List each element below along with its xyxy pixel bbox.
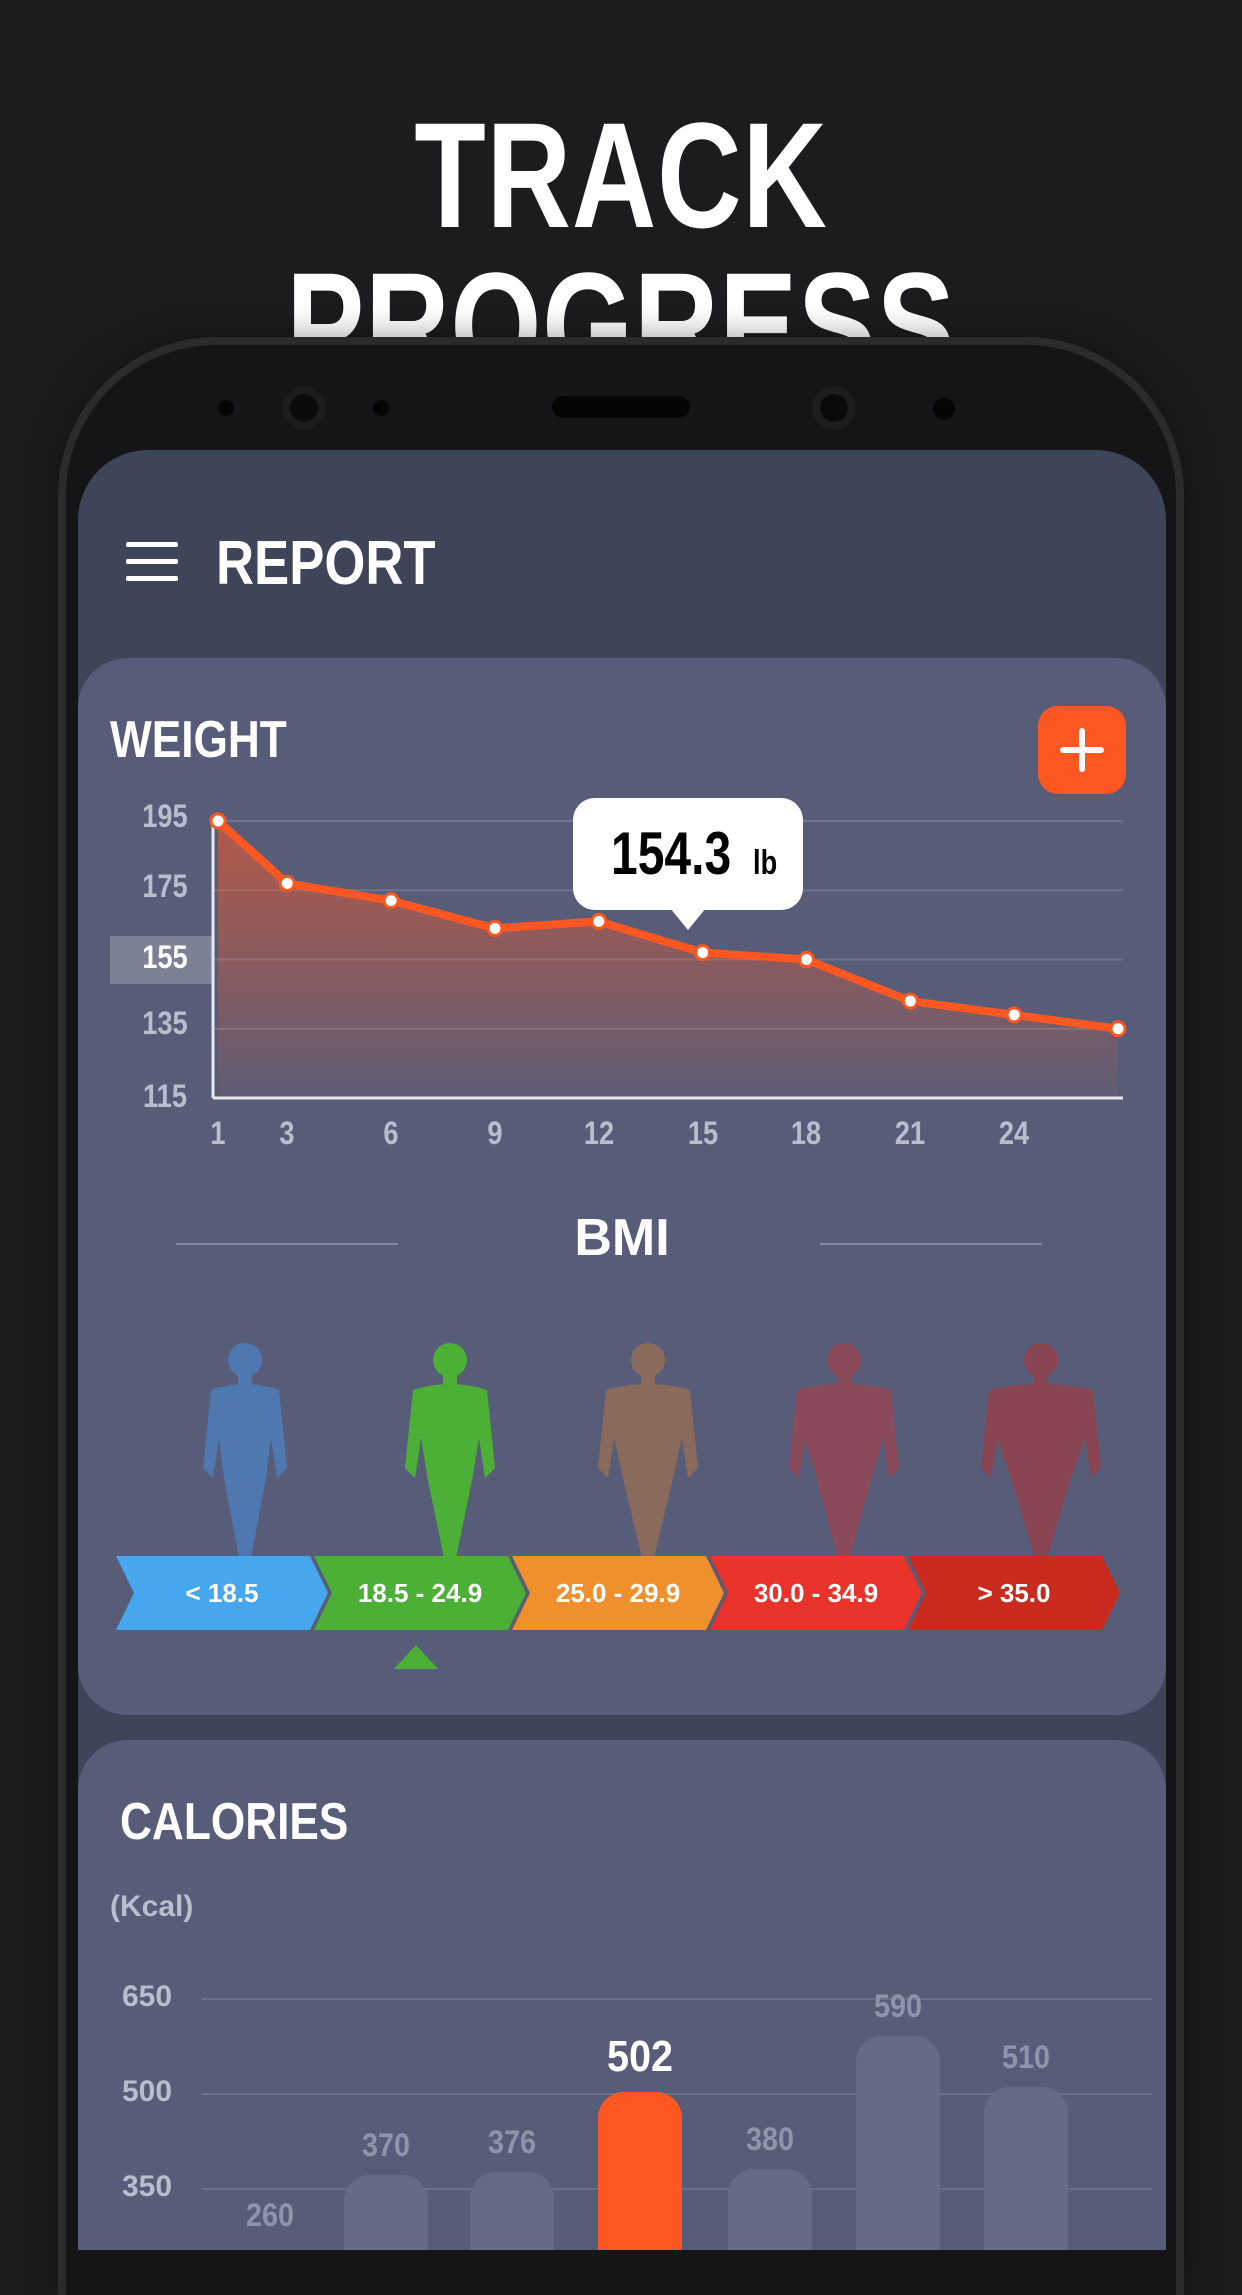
bmi-range-band[interactable]: 30.0 - 34.9: [710, 1556, 922, 1630]
y-tick: 135: [142, 1005, 188, 1041]
menu-icon[interactable]: [126, 542, 178, 582]
calories-bar[interactable]: [344, 2175, 428, 2250]
calories-card: CALORIES (Kcal) 650 500 350 260 370 376 502…: [78, 1740, 1166, 2250]
calories-bar-value: 376: [487, 2123, 537, 2160]
calories-bar-value: 510: [1001, 2038, 1051, 2075]
calories-bar[interactable]: [470, 2171, 554, 2250]
weight-data-point: [590, 912, 608, 930]
add-weight-button[interactable]: [1038, 706, 1126, 794]
weight-data-point: [209, 812, 227, 830]
x-tick: 3: [279, 1115, 295, 1151]
phone-speaker: [552, 396, 690, 418]
weight-data-point: [382, 892, 400, 910]
calories-bar[interactable]: [728, 2169, 812, 2250]
y-tick: 650: [122, 1980, 173, 2013]
bmi-selected-marker: [394, 1645, 438, 1669]
weight-data-point: [797, 951, 815, 968]
calories-bar[interactable]: [984, 2086, 1068, 2250]
x-tick: 18: [791, 1115, 822, 1151]
weight-line: [215, 818, 1119, 1033]
weight-data-point: [901, 992, 919, 1010]
weight-title: WEIGHT: [110, 711, 287, 769]
bmi-range-label: 25.0 - 29.9: [555, 1578, 681, 1608]
weight-data-point: [1109, 1020, 1127, 1038]
weight-tooltip: 154.3 lb: [573, 798, 803, 930]
calories-bar[interactable]: [598, 2091, 682, 2250]
calories-unit: (Kcal): [110, 1890, 194, 1923]
bmi-range-band[interactable]: 25.0 - 29.9: [512, 1556, 724, 1630]
grid-line: [202, 2093, 1152, 2095]
app-screen: REPORT WEIGHT 195 175 155 135 115: [78, 450, 1166, 2250]
bmi-range-band[interactable]: > 35.0: [908, 1556, 1120, 1630]
bmi-range-label: > 35.0: [977, 1578, 1051, 1608]
grid-line: [202, 1998, 1152, 2000]
phone-camera-icon: [812, 386, 856, 430]
body-silhouette-icon: [198, 1338, 292, 1563]
body-silhouette-icon: [784, 1338, 904, 1563]
bmi-range-label: < 18.5: [185, 1578, 259, 1608]
y-tick: 195: [142, 798, 188, 834]
active-y-tick-highlight: [110, 936, 212, 984]
x-tick: 12: [583, 1115, 614, 1151]
divider: [820, 1243, 1042, 1245]
calories-bar-value: 380: [745, 2121, 795, 2157]
calories-bar-value: 370: [361, 2127, 411, 2164]
weight-area: [218, 821, 1118, 1098]
x-tick: 21: [895, 1115, 926, 1151]
calories-bar-value: 502: [606, 2031, 674, 2081]
x-tick: 6: [383, 1115, 399, 1151]
weight-data-point: [486, 919, 504, 937]
phone-sensor-icon: [373, 400, 389, 416]
body-silhouette-icon: [593, 1338, 703, 1563]
x-tick: 24: [999, 1115, 1030, 1151]
calories-bar-value: 260: [245, 2197, 295, 2233]
tooltip-value: 154.3: [610, 820, 731, 887]
y-tick: 350: [122, 2170, 173, 2203]
x-tick: 15: [687, 1115, 718, 1151]
y-tick-active: 155: [142, 939, 188, 975]
calories-bar[interactable]: [856, 2036, 940, 2250]
app-bar: REPORT: [78, 450, 1166, 660]
divider: [176, 1243, 398, 1245]
phone-sensor-icon: [933, 398, 955, 420]
weight-data-point: [1005, 1006, 1023, 1024]
y-tick: 115: [143, 1078, 187, 1114]
tooltip-unit: lb: [753, 844, 778, 882]
weight-card: WEIGHT 195 175 155 135 115 1 3 6 9 12 15 18 21 2…: [78, 658, 1166, 1715]
bmi-range-band[interactable]: 18.5 - 24.9: [314, 1556, 526, 1630]
bmi-range-band[interactable]: < 18.5: [116, 1556, 328, 1630]
bmi-title: BMI: [574, 1209, 670, 1267]
weight-chart: [209, 812, 1127, 1100]
x-tick: 9: [487, 1115, 503, 1151]
calories-title: CALORIES: [120, 1793, 349, 1851]
phone-camera-icon: [282, 386, 326, 430]
page-title: REPORT: [216, 529, 436, 598]
y-tick: 175: [142, 868, 188, 904]
bmi-range-label: 30.0 - 34.9: [753, 1578, 879, 1608]
calories-bar-value: 590: [873, 1988, 923, 2024]
weight-data-point: [694, 944, 712, 962]
weight-data-point: [278, 874, 296, 892]
y-tick: 500: [122, 2075, 173, 2108]
body-silhouette-icon: [400, 1338, 500, 1563]
x-tick: 1: [210, 1115, 226, 1151]
bmi-range-label: 18.5 - 24.9: [357, 1578, 483, 1608]
body-silhouette-icon: [976, 1338, 1106, 1563]
phone-sensor-icon: [218, 400, 234, 416]
